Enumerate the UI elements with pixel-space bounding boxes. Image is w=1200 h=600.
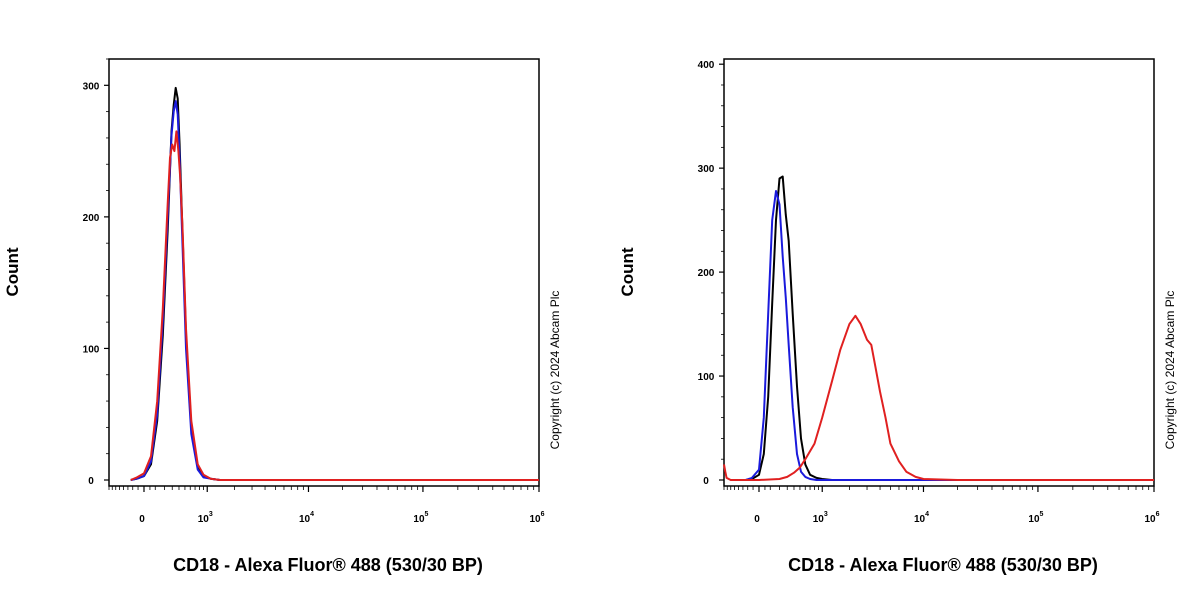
x-tick-label: 104 — [914, 511, 929, 525]
x-tick-label: 104 — [299, 511, 314, 525]
x-axis-label: CD18 - Alexa Fluor® 488 (530/30 BP) — [173, 555, 483, 575]
y-axis-ticks: 0 100 200 300 400 — [698, 60, 724, 487]
y-tick-label: 100 — [83, 344, 100, 355]
series-line-2 — [130, 130, 539, 481]
y-tick-label: 0 — [88, 476, 94, 487]
x-tick-label: 106 — [1144, 511, 1159, 525]
x-tick-label: 103 — [813, 511, 828, 525]
x-tick-label: 0 — [754, 514, 760, 525]
series-group — [723, 175, 1154, 481]
histogram-panel-left: 0 100 200 300 0 103 104 105 106 Count CD18 - Al… — [3, 58, 562, 575]
y-axis-ticks: 0 100 200 300 — [83, 58, 109, 487]
x-tick-label: 0 — [139, 514, 145, 525]
x-axis-ticks: 0 103 104 105 106 — [108, 486, 545, 525]
y-tick-label: 400 — [698, 60, 715, 71]
series-line-1 — [745, 190, 1154, 481]
x-tick-label: 105 — [1028, 511, 1043, 525]
series-line-0 — [745, 175, 1154, 481]
x-tick-label: 103 — [198, 511, 213, 525]
histogram-panel-right: 0 100 200 300 400 0 103 104 105 106 Count CD18 -… — [618, 58, 1177, 575]
y-tick-label: 200 — [83, 213, 100, 224]
x-tick-label: 106 — [529, 511, 544, 525]
y-tick-label: 300 — [698, 164, 715, 175]
series-group — [130, 86, 539, 481]
x-axis-ticks: 0 103 104 105 106 — [723, 486, 1160, 525]
y-tick-label: 300 — [83, 81, 100, 92]
y-tick-label: 0 — [703, 476, 709, 487]
x-tick-label: 105 — [413, 511, 428, 525]
y-axis-label: Count — [618, 247, 637, 296]
copyright-text: Copyright (c) 2024 Abcam Plc — [1163, 291, 1177, 450]
y-axis-label: Count — [3, 247, 22, 296]
x-axis-label: CD18 - Alexa Fluor® 488 (530/30 BP) — [788, 555, 1098, 575]
plot-frame — [108, 58, 540, 487]
y-tick-label: 100 — [698, 372, 715, 383]
series-line-2 — [723, 314, 1154, 481]
copyright-text: Copyright (c) 2024 Abcam Plc — [548, 291, 562, 450]
y-tick-label: 200 — [698, 268, 715, 279]
plot-frame — [723, 58, 1155, 487]
